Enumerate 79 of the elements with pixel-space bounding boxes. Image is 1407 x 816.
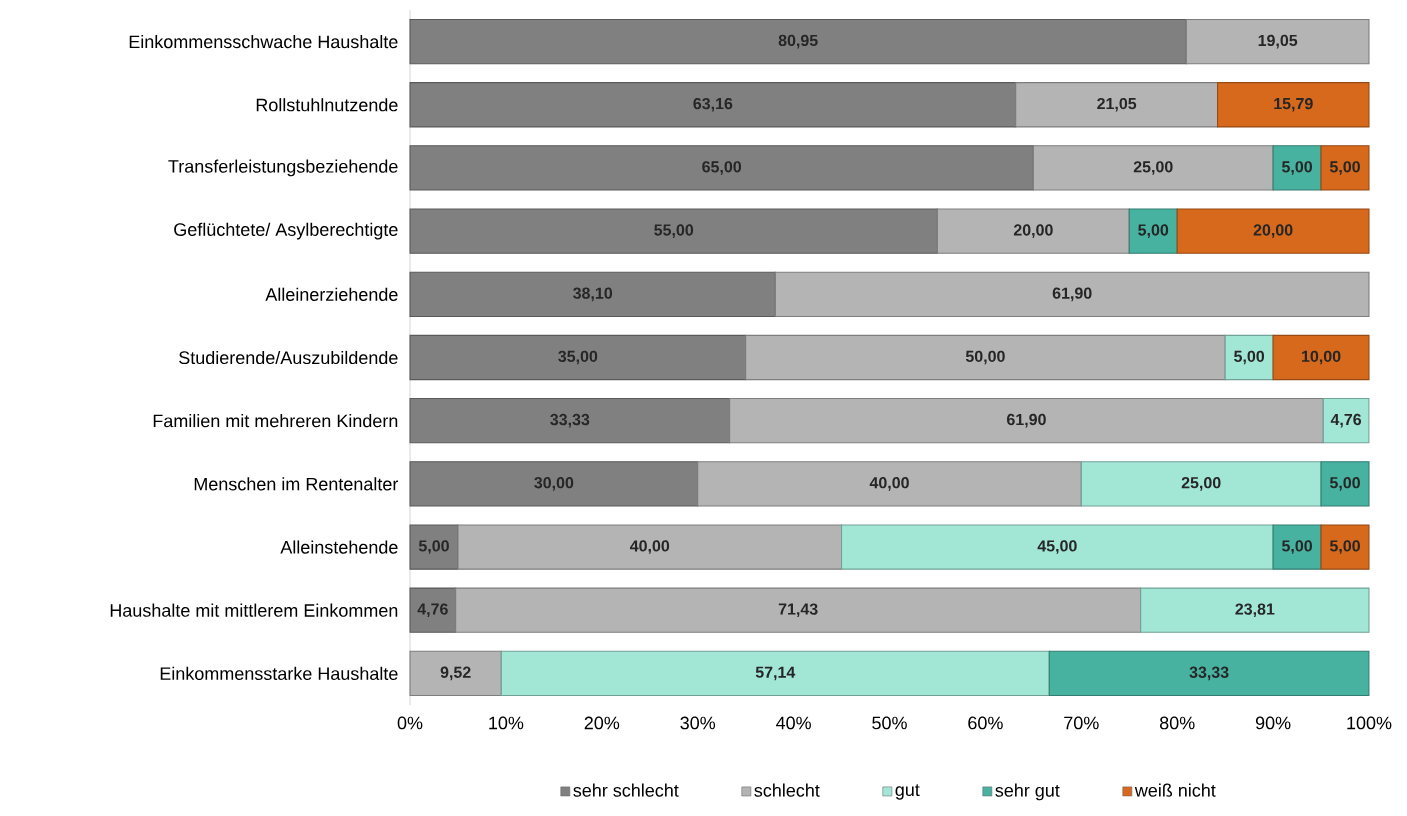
data-label: 4,76 [1330,413,1362,428]
data-label: 5,00 [1282,540,1312,554]
legend-label: sehr schlecht [573,783,679,797]
data-label: 71,43 [778,603,818,618]
bar [1048,650,1370,697]
data-label: 5,00 [1282,161,1312,175]
data-label: 55,00 [654,224,694,238]
y-tick-label: Alleinerziehende [265,287,398,301]
bar [500,650,1050,697]
data-label: 40,00 [869,477,909,491]
y-tick-label: Alleinstehende [280,540,398,554]
x-tick-label: 70% [1064,716,1099,730]
bar [1322,398,1370,444]
data-label: 20,00 [1013,224,1053,238]
x-tick-label: 30% [680,716,716,730]
bar [1176,208,1370,254]
legend-label: gut [895,784,920,800]
y-tick-label: Geflüchtete/ Asylberechtigte [174,222,398,240]
bar [841,524,1274,570]
x-tick-label: 50% [872,716,907,730]
x-tick-label: 20% [584,716,620,730]
bar [1272,145,1322,191]
data-label: 21,05 [1097,97,1137,112]
x-tick-label: 40% [776,716,811,730]
data-label: 30,00 [534,477,574,491]
data-label: 38,10 [573,287,613,302]
data-label: 19,05 [1258,34,1298,49]
data-label: 5,00 [1234,350,1265,365]
data-label: 20,00 [1253,224,1293,238]
data-label: 15,79 [1274,97,1313,112]
data-label: 50,00 [965,350,1005,365]
legend-label: sehr gut [995,783,1060,801]
y-tick-label: Transferleistungsbeziehende [168,159,398,177]
data-label: 25,00 [1133,161,1173,175]
y-tick-label: Studierende/Auszubildende [179,350,398,365]
data-label: 61,90 [1007,413,1046,428]
data-label: 5,00 [1138,224,1169,238]
data-label: 5,00 [418,540,449,554]
x-tick-label: 80% [1159,716,1195,730]
data-label: 57,14 [755,666,796,681]
data-label: 33,33 [550,413,590,428]
legend-label: weiß nicht [1134,783,1216,797]
data-label: 33,33 [1189,666,1229,681]
data-label: 80,95 [778,34,818,49]
data-label: 23,81 [1235,603,1275,618]
x-tick-label: 60% [968,716,1003,730]
data-label: 5,00 [1329,540,1360,554]
data-label: 25,00 [1181,477,1221,491]
bar [1272,524,1322,570]
bar [1140,587,1370,633]
data-label: 9,52 [440,666,471,681]
bar [1080,461,1322,507]
x-tick-label: 10% [489,716,524,730]
data-label: 10,00 [1302,350,1341,365]
data-label: 61,90 [1052,287,1092,302]
data-label: 4,76 [417,603,448,618]
x-tick-label: 100% [1347,716,1392,730]
y-tick-label: Menschen im Rentenalter [194,477,399,491]
data-label: 45,00 [1037,540,1077,554]
bar [1320,461,1370,507]
bar [1128,208,1178,254]
data-label: 5,00 [1329,477,1360,491]
data-label: 40,00 [629,540,670,554]
y-tick-label: Einkommensschwache Haushalte [129,34,398,49]
x-tick-label: 90% [1255,716,1291,730]
data-label: 65,00 [702,161,742,175]
y-tick-label: Einkommensstarke Haushalte [160,666,398,680]
y-tick-label: Rollstuhlnutzende [256,98,398,112]
bar [1272,334,1370,381]
bar [1217,82,1370,128]
x-tick-label: 0% [397,716,423,730]
y-tick-label: Familien mit mehreren Kindern [153,414,398,428]
legend-label: schlecht [754,783,820,797]
data-label: 35,00 [558,350,598,365]
bar [1320,524,1370,570]
data-label: 63,16 [693,97,733,112]
bar [1320,145,1370,191]
data-label: 5,00 [1329,161,1360,175]
y-tick-label: Haushalte mit mittlerem Einkommen [110,603,398,617]
